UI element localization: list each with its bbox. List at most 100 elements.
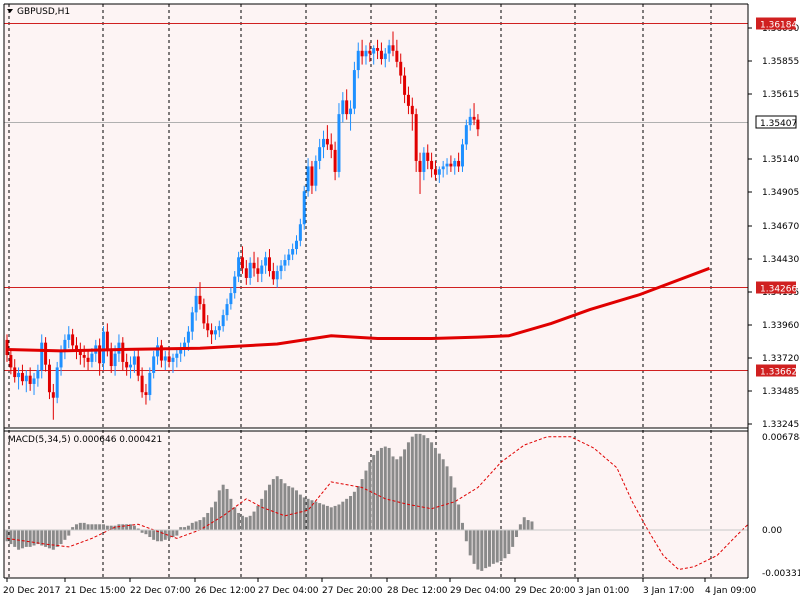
chevron-down-icon[interactable] bbox=[7, 9, 13, 13]
macd-bar bbox=[426, 438, 430, 530]
macd-bar bbox=[156, 529, 160, 542]
candle-bull bbox=[148, 372, 152, 395]
candle-bear bbox=[159, 345, 163, 361]
candle-bull bbox=[36, 370, 40, 379]
macd-bar bbox=[210, 507, 214, 530]
macd-bar bbox=[186, 525, 190, 530]
candle-bull bbox=[67, 334, 71, 340]
macd-bar bbox=[433, 447, 437, 530]
candle-bull bbox=[152, 356, 156, 373]
time-tick-label: 29 Dec 20:00 bbox=[515, 586, 576, 596]
time-tick-label: 21 Dec 15:00 bbox=[65, 586, 126, 596]
candle-bull bbox=[364, 50, 368, 57]
candle-bear bbox=[406, 94, 410, 106]
macd-bar bbox=[507, 529, 511, 554]
macd-bar bbox=[422, 435, 426, 530]
macd-bar bbox=[229, 498, 233, 530]
candle-bear bbox=[410, 105, 414, 115]
candle-bear bbox=[244, 268, 248, 278]
time-tick-label: 3 Jan 01:00 bbox=[578, 586, 630, 596]
candle-bull bbox=[372, 48, 376, 54]
macd-bar bbox=[5, 529, 9, 542]
macd-bar bbox=[82, 522, 86, 530]
macd-bar bbox=[302, 497, 306, 530]
macd-axis: 0.006784 0.00 -0.003319 bbox=[762, 433, 800, 579]
macd-bar bbox=[233, 507, 237, 530]
macd-bar bbox=[159, 529, 163, 542]
macd-bar bbox=[105, 525, 109, 530]
time-tick-label: 28 Dec 12:00 bbox=[387, 586, 448, 596]
candle-bull bbox=[55, 367, 59, 398]
price-tick-label: 1.34670 bbox=[762, 222, 799, 232]
macd-bar bbox=[295, 490, 298, 530]
candle-bear bbox=[360, 50, 364, 57]
macd-bar bbox=[364, 470, 368, 530]
macd-bar bbox=[383, 446, 387, 530]
macd-bar bbox=[287, 486, 291, 530]
candle-bull bbox=[129, 364, 133, 368]
macd-bar bbox=[391, 456, 395, 530]
macd-bar bbox=[267, 484, 271, 530]
candle-bear bbox=[310, 166, 314, 186]
macd-bar bbox=[491, 529, 495, 564]
macd-bar bbox=[349, 496, 353, 530]
macd-bar bbox=[78, 522, 82, 530]
macd-bar bbox=[399, 456, 403, 530]
macd-bar bbox=[74, 524, 78, 530]
main-panel-bg bbox=[4, 4, 748, 428]
macd-bar bbox=[530, 521, 534, 530]
time-tick-label: 3 Jan 17:00 bbox=[643, 586, 695, 596]
macd-bar bbox=[464, 529, 468, 542]
macd-bar bbox=[167, 529, 171, 539]
macd-bar bbox=[59, 529, 63, 545]
macd-bar bbox=[468, 529, 472, 556]
macd-bar bbox=[206, 512, 210, 530]
macd-bar bbox=[198, 520, 202, 530]
macd-bar bbox=[183, 527, 187, 530]
candle-bull bbox=[190, 312, 194, 332]
candle-bull bbox=[113, 353, 117, 367]
candle-bull bbox=[349, 108, 353, 115]
macd-bar bbox=[526, 520, 530, 530]
macd-bar bbox=[248, 515, 252, 530]
macd-bar bbox=[125, 524, 129, 530]
candle-bull bbox=[40, 342, 44, 371]
macd-bar bbox=[225, 488, 229, 530]
symbol-header[interactable]: GBPUSD,H1 bbox=[7, 7, 70, 17]
candle-bull bbox=[132, 356, 136, 365]
candle-bear bbox=[198, 295, 202, 305]
macd-bar bbox=[13, 529, 17, 547]
candle-bull bbox=[337, 114, 341, 172]
macd-bar bbox=[109, 525, 113, 530]
time-tick-label: 22 Dec 07:00 bbox=[130, 586, 191, 596]
candle-bull bbox=[464, 125, 468, 145]
price-tick-label: 1.33485 bbox=[762, 387, 799, 397]
macd-bar bbox=[310, 500, 314, 530]
macd-bar bbox=[44, 529, 48, 547]
macd-bar bbox=[476, 529, 480, 570]
candle-bear bbox=[252, 262, 256, 269]
candle-bear bbox=[399, 61, 403, 76]
candle-bear bbox=[395, 50, 399, 62]
level-tag-box bbox=[756, 364, 796, 377]
macd-bar bbox=[132, 525, 136, 530]
macd-bar bbox=[213, 501, 217, 530]
macd-bar bbox=[67, 529, 71, 536]
macd-bar bbox=[102, 524, 105, 530]
price-levels bbox=[4, 23, 748, 371]
macd-bar bbox=[136, 528, 140, 530]
candle-bear bbox=[167, 356, 171, 362]
macd-bar bbox=[329, 507, 333, 530]
macd-bar bbox=[445, 466, 449, 530]
macd-tick-label: -0.003319 bbox=[762, 569, 800, 579]
macd-bar bbox=[522, 517, 526, 530]
macd-bar bbox=[148, 529, 152, 538]
candle-bull bbox=[445, 163, 449, 167]
macd-bar bbox=[94, 524, 98, 530]
candle-bear bbox=[333, 149, 337, 172]
candle-bull bbox=[217, 326, 221, 331]
candle-bear bbox=[78, 350, 82, 356]
candle-bull bbox=[63, 339, 67, 351]
macd-bar bbox=[418, 433, 422, 530]
